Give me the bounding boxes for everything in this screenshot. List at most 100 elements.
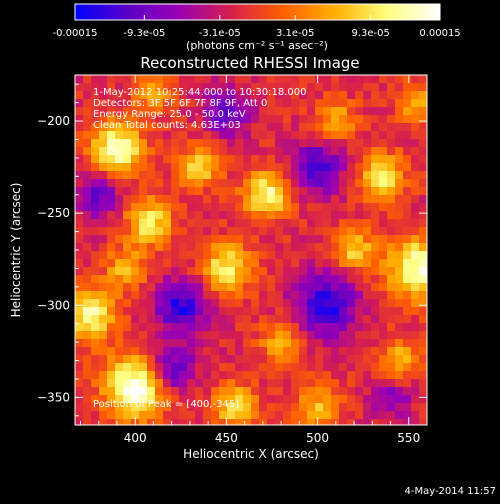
heatmap-cell — [339, 163, 347, 171]
heatmap-cell — [123, 355, 131, 363]
heatmap-cell — [91, 187, 99, 195]
heatmap-cell — [187, 195, 195, 203]
heatmap-cell — [251, 363, 259, 371]
heatmap-cell — [147, 107, 155, 115]
heatmap-cell — [179, 331, 187, 339]
heatmap-cell — [331, 387, 339, 395]
heatmap-cell — [91, 275, 99, 283]
heatmap-cell — [403, 419, 411, 425]
heatmap-cell — [195, 371, 203, 379]
heatmap-cell — [315, 83, 323, 91]
heatmap-cell — [299, 371, 307, 379]
heatmap-cell — [323, 275, 331, 283]
heatmap-cell — [347, 259, 355, 267]
heatmap-cell — [259, 283, 267, 291]
heatmap-cell — [403, 395, 411, 403]
heatmap-cell — [355, 155, 363, 163]
heatmap-cell — [323, 283, 331, 291]
heatmap-cell — [163, 387, 171, 395]
heatmap-cell — [299, 195, 307, 203]
heatmap-cell — [203, 131, 211, 139]
heatmap-cell — [315, 291, 323, 299]
heatmap-cell — [379, 115, 387, 123]
heatmap-cell — [371, 291, 379, 299]
heatmap-cell — [163, 371, 171, 379]
heatmap-cell — [355, 243, 363, 251]
heatmap-cell — [259, 211, 267, 219]
heatmap-cell — [259, 251, 267, 259]
heatmap-cell — [187, 347, 195, 355]
heatmap-cell — [243, 171, 251, 179]
heatmap-cell — [227, 371, 235, 379]
heatmap-cell — [307, 339, 315, 347]
heatmap-cell — [419, 355, 427, 363]
heatmap-cell — [99, 123, 107, 131]
heatmap-cell — [243, 155, 251, 163]
heatmap-cell — [331, 267, 339, 275]
heatmap-cell — [171, 387, 179, 395]
heatmap-cell — [403, 323, 411, 331]
heatmap-cell — [139, 283, 147, 291]
heatmap-cell — [395, 147, 403, 155]
heatmap-cell — [315, 307, 323, 315]
heatmap-cell — [155, 195, 163, 203]
heatmap-cell — [251, 411, 259, 419]
heatmap-cell — [155, 123, 163, 131]
heatmap-cell — [83, 347, 91, 355]
heatmap-cell — [371, 211, 379, 219]
heatmap-cell — [339, 155, 347, 163]
heatmap-cell — [203, 315, 211, 323]
heatmap-cell — [307, 75, 315, 83]
heatmap-cell — [419, 203, 427, 211]
heatmap-cell — [403, 403, 411, 411]
heatmap-cell — [147, 219, 155, 227]
heatmap-cell — [235, 163, 243, 171]
heatmap-cell — [283, 147, 291, 155]
heatmap-cell — [251, 227, 259, 235]
heatmap-cell — [403, 195, 411, 203]
heatmap-cell — [123, 419, 131, 425]
heatmap-cell — [243, 243, 251, 251]
heatmap-cell — [371, 75, 379, 83]
heatmap-cell — [179, 243, 187, 251]
heatmap-cell — [347, 283, 355, 291]
heatmap-cell — [355, 371, 363, 379]
heatmap-cell — [179, 123, 187, 131]
heatmap-cell — [163, 163, 171, 171]
heatmap-cell — [219, 99, 227, 107]
heatmap-cell — [75, 155, 83, 163]
heatmap-cell — [403, 307, 411, 315]
heatmap-cell — [179, 187, 187, 195]
heatmap-cell — [251, 403, 259, 411]
heatmap-cell — [99, 211, 107, 219]
heatmap-cell — [387, 99, 395, 107]
heatmap-cell — [211, 243, 219, 251]
heatmap-cell — [211, 323, 219, 331]
heatmap-cell — [395, 355, 403, 363]
heatmap-cell — [99, 283, 107, 291]
heatmap-cell — [395, 259, 403, 267]
heatmap-cell — [179, 363, 187, 371]
heatmap-cell — [131, 395, 139, 403]
heatmap-cell — [371, 307, 379, 315]
heatmap-cell — [387, 211, 395, 219]
heatmap-cell — [243, 123, 251, 131]
heatmap-cell — [275, 107, 283, 115]
heatmap-cell — [291, 291, 299, 299]
heatmap-cell — [235, 179, 243, 187]
heatmap-cell — [195, 259, 203, 267]
heatmap-cell — [179, 315, 187, 323]
heatmap-cell — [75, 259, 83, 267]
heatmap-cell — [347, 99, 355, 107]
heatmap-cell — [339, 251, 347, 259]
heatmap-cell — [123, 291, 131, 299]
heatmap-cell — [355, 235, 363, 243]
heatmap-cell — [259, 395, 267, 403]
heatmap-cell — [147, 99, 155, 107]
heatmap-cell — [419, 139, 427, 147]
heatmap-cell — [219, 299, 227, 307]
heatmap-cell — [131, 267, 139, 275]
heatmap-cell — [107, 411, 115, 419]
heatmap-cell — [83, 387, 91, 395]
heatmap-cell — [155, 219, 163, 227]
